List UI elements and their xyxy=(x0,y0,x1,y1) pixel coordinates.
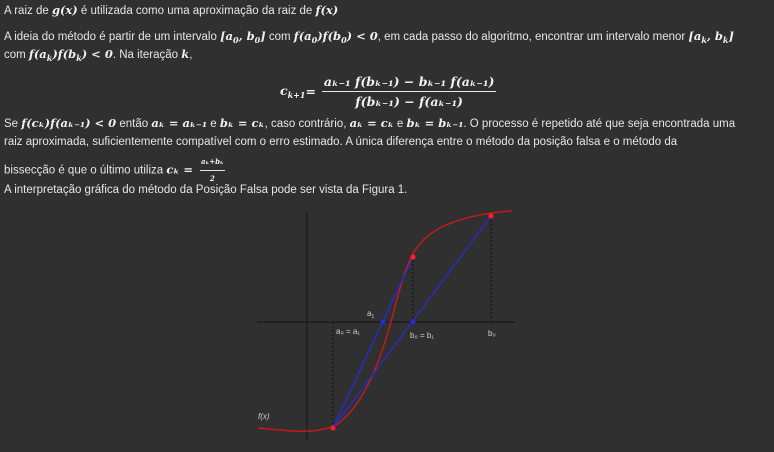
formula-denominator: f(bₖ₋₁) − f(aₖ₋₁) xyxy=(355,93,463,109)
formula-lhs: ck+1 xyxy=(280,82,306,100)
update-rule-line-3: bissecção é que o último utiliza cₖ = aₖ… xyxy=(4,154,225,187)
math-condition-k: f(ak)f(bk) < 0 xyxy=(28,47,113,63)
math-ak-update: aₖ = aₖ₋₁ xyxy=(151,116,208,130)
update-rule-line-1: Se f(cₖ)f(aₖ₋₁) < 0 então aₖ = aₖ₋₁ e bₖ… xyxy=(4,115,735,132)
text: bissecção é que o último utiliza xyxy=(4,164,167,177)
text: , em cada passo do algoritmo, encontrar … xyxy=(377,31,689,43)
math-k: k xyxy=(181,47,190,61)
label-b0: b₀ xyxy=(488,329,496,338)
label-fx: f(x) xyxy=(258,412,270,421)
math-bk-else: bₖ = bₖ₋₁ xyxy=(406,116,464,130)
math-bisection: cₖ = xyxy=(166,162,198,177)
method-idea-line-1: A ideia do método é partir de um interva… xyxy=(4,28,734,48)
math-condition-0: f(a0)f(b0) < 0 xyxy=(293,29,378,45)
text: é utilizada como uma aproximação da raiz… xyxy=(77,5,316,17)
math-bk-update: bₖ = cₖ xyxy=(219,116,265,130)
text: , caso contrário, xyxy=(264,118,350,130)
point-fa0 xyxy=(330,425,336,431)
secant-line-1 xyxy=(332,256,414,429)
point-fb0 xyxy=(488,213,494,219)
text: com xyxy=(4,49,29,61)
text: com xyxy=(265,31,294,43)
point-a1 xyxy=(380,319,386,325)
method-idea-line-2: com f(ak)f(bk) < 0. Na iteração k, xyxy=(4,46,192,66)
figure-caption-line: A interpretação gráfica do método da Pos… xyxy=(4,184,408,196)
math-fx: f(x) xyxy=(315,3,339,17)
false-position-formula: ck+1 = aₖ₋₁ f(bₖ₋₁) − bₖ₋₁ f(aₖ₋₁) f(bₖ₋… xyxy=(280,70,497,112)
formula-fraction: aₖ₋₁ f(bₖ₋₁) − bₖ₋₁ f(aₖ₋₁) f(bₖ₋₁) − f(… xyxy=(321,74,497,109)
text: Se xyxy=(4,118,22,130)
math-gx: g(x) xyxy=(51,3,78,17)
text: e xyxy=(393,118,407,130)
label-a0-a1: a₀ = a₁ xyxy=(336,327,360,336)
text: A raiz de xyxy=(4,5,52,17)
update-rule-line-2: raiz aproximada, suficientemente compatí… xyxy=(4,136,678,148)
bisection-fraction: aₖ+bₖ 2 xyxy=(200,154,225,187)
intro-line: A raiz de g(x) é utilizada como uma apro… xyxy=(4,2,338,19)
math-ak-else: aₖ = cₖ xyxy=(349,116,394,130)
math-interval-0: [a0, b0] xyxy=(220,29,266,45)
point-b1 xyxy=(410,319,416,325)
label-b0-b1: b₀ = b₁ xyxy=(410,331,434,340)
text: . O processo é repetido até que seja enc… xyxy=(463,118,736,130)
function-curve xyxy=(257,210,513,432)
point-fb1 xyxy=(410,254,416,260)
formula-equals: = xyxy=(305,83,316,99)
math-sign-test: f(cₖ)f(aₖ₋₁) < 0 xyxy=(21,116,117,130)
text: então xyxy=(116,118,152,130)
text: e xyxy=(207,118,220,130)
formula-numerator: aₖ₋₁ f(bₖ₋₁) − bₖ₋₁ f(aₖ₋₁) xyxy=(321,74,497,92)
text: A ideia do método é partir de um interva… xyxy=(4,31,221,43)
math-interval-k: [ak, bk] xyxy=(688,29,734,45)
text: . Na iteração xyxy=(112,49,182,61)
label-a1: a1 xyxy=(367,309,374,320)
text: , xyxy=(189,49,193,61)
